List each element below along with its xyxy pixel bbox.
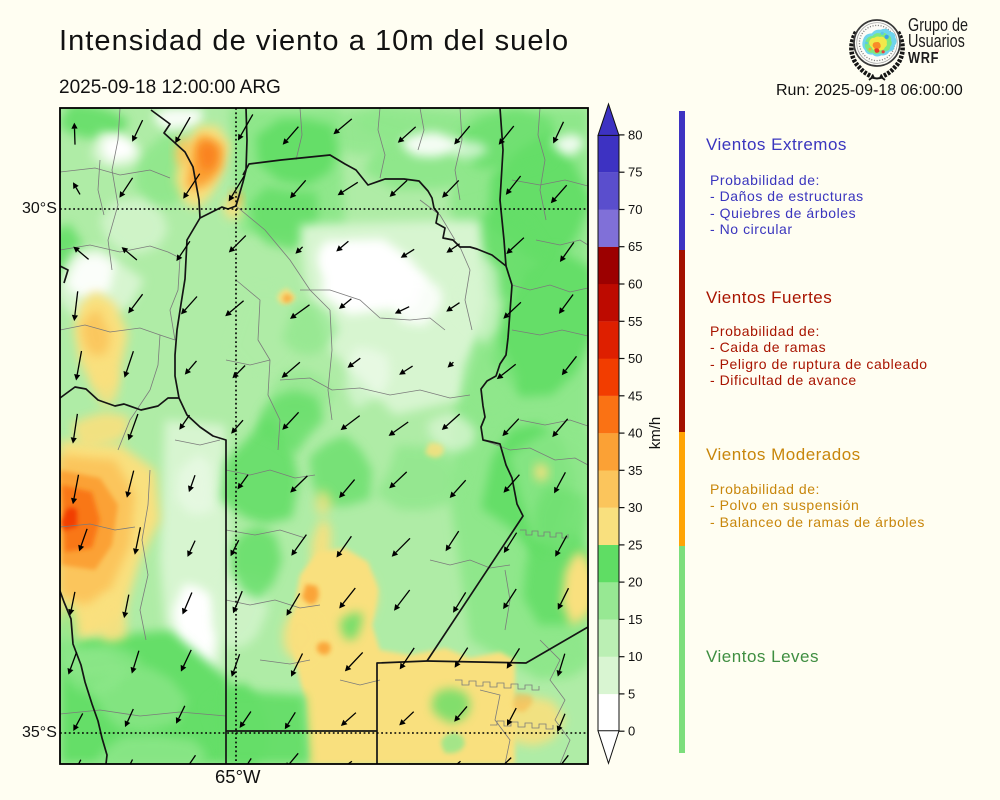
svg-text:10: 10 xyxy=(628,649,642,664)
svg-text:50: 50 xyxy=(628,351,642,366)
svg-text:20: 20 xyxy=(628,575,642,590)
svg-text:80: 80 xyxy=(628,127,642,142)
svg-text:15: 15 xyxy=(628,612,642,627)
svg-text:70: 70 xyxy=(628,202,642,217)
svg-text:5: 5 xyxy=(628,686,635,701)
svg-text:65: 65 xyxy=(628,239,642,254)
svg-text:0: 0 xyxy=(628,724,635,739)
svg-text:75: 75 xyxy=(628,165,642,180)
svg-text:35: 35 xyxy=(628,463,642,478)
svg-text:60: 60 xyxy=(628,277,642,292)
svg-text:40: 40 xyxy=(628,426,642,441)
svg-text:25: 25 xyxy=(628,537,642,552)
svg-text:55: 55 xyxy=(628,314,642,329)
svg-text:45: 45 xyxy=(628,388,642,403)
svg-text:30: 30 xyxy=(628,500,642,515)
svg-text:km/h: km/h xyxy=(647,417,664,450)
